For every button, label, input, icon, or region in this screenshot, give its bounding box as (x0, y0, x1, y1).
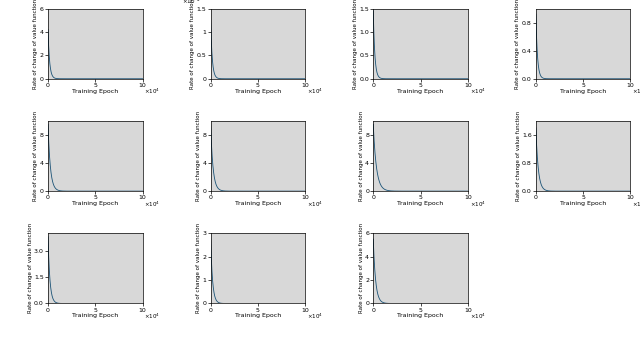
Text: $\times10^4$: $\times10^4$ (632, 87, 640, 97)
Y-axis label: Rate of change of value function: Rate of change of value function (516, 111, 520, 201)
X-axis label: Training Epoch: Training Epoch (235, 313, 281, 318)
Y-axis label: Rate of change of value function: Rate of change of value function (196, 111, 201, 201)
Text: $\times10^4$: $\times10^4$ (145, 87, 161, 97)
Text: $\times10^4$: $\times10^4$ (145, 199, 161, 209)
Y-axis label: Rate of change of value function: Rate of change of value function (33, 0, 38, 89)
Y-axis label: Rate of change of value function: Rate of change of value function (353, 0, 358, 89)
Text: $\times10^4$: $\times10^4$ (307, 87, 323, 97)
Y-axis label: Rate of change of value function: Rate of change of value function (515, 0, 520, 89)
Text: $\times10^4$: $\times10^4$ (470, 199, 486, 209)
Text: $\times10^4$: $\times10^4$ (307, 199, 323, 209)
X-axis label: Training Epoch: Training Epoch (560, 89, 606, 94)
X-axis label: Training Epoch: Training Epoch (397, 313, 444, 318)
X-axis label: Training Epoch: Training Epoch (397, 201, 444, 206)
X-axis label: Training Epoch: Training Epoch (560, 201, 606, 206)
X-axis label: Training Epoch: Training Epoch (72, 201, 118, 206)
X-axis label: Training Epoch: Training Epoch (72, 313, 118, 318)
Y-axis label: Rate of change of value function: Rate of change of value function (358, 223, 364, 313)
Text: $\times10^4$: $\times10^4$ (145, 312, 161, 321)
Text: $\times10^4$: $\times10^4$ (470, 312, 486, 321)
Text: $\times10^4$: $\times10^4$ (632, 199, 640, 209)
X-axis label: Training Epoch: Training Epoch (72, 89, 118, 94)
Text: $\times10^4$: $\times10^4$ (307, 312, 323, 321)
X-axis label: Training Epoch: Training Epoch (235, 201, 281, 206)
Y-axis label: Rate of change of value function: Rate of change of value function (33, 111, 38, 201)
Y-axis label: Rate of change of value function: Rate of change of value function (196, 223, 201, 313)
Text: $\times10^{-4}$: $\times10^{-4}$ (182, 0, 202, 6)
Y-axis label: Rate of change of value function: Rate of change of value function (190, 0, 195, 89)
Text: $\times10^4$: $\times10^4$ (470, 87, 486, 97)
X-axis label: Training Epoch: Training Epoch (235, 89, 281, 94)
X-axis label: Training Epoch: Training Epoch (397, 89, 444, 94)
Y-axis label: Rate of change of value function: Rate of change of value function (358, 111, 364, 201)
Y-axis label: Rate of change of value function: Rate of change of value function (28, 223, 33, 313)
